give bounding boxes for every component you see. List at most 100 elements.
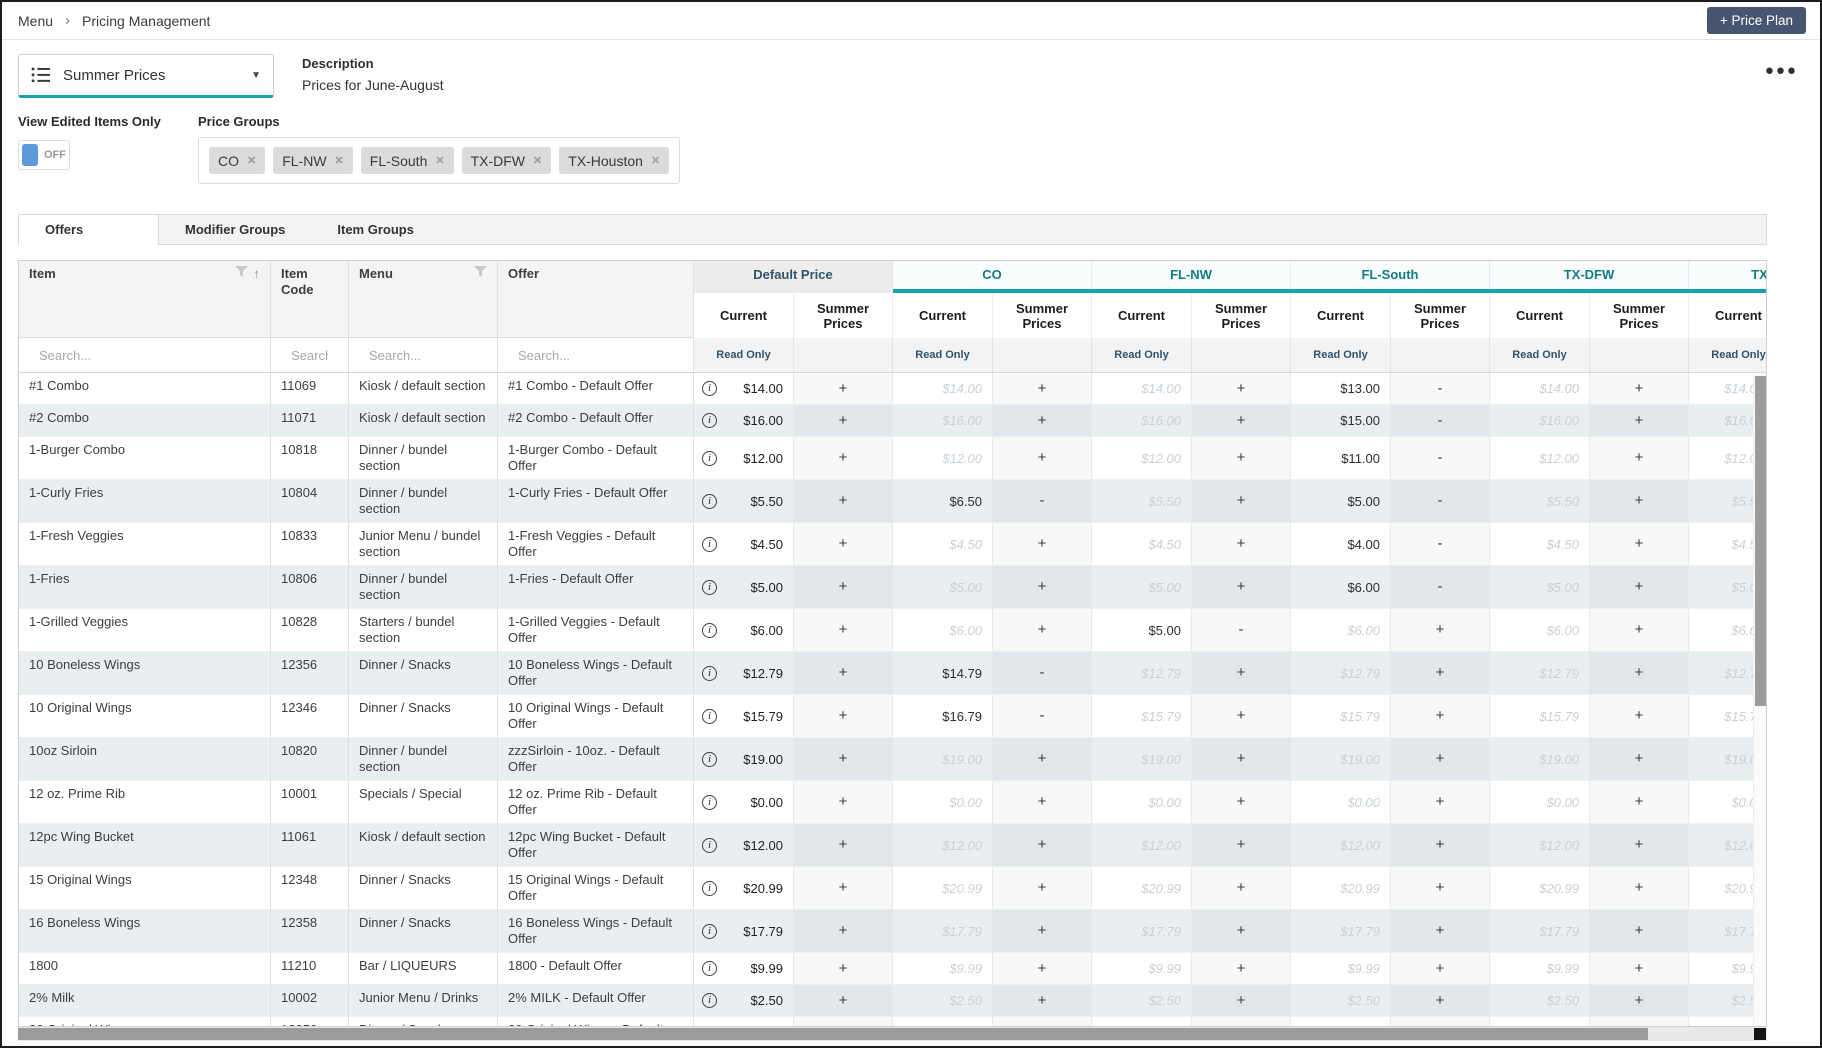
vertical-scrollbar-thumb[interactable] bbox=[1755, 376, 1766, 706]
offer-search-input[interactable] bbox=[508, 348, 683, 363]
add-summer-price-button[interactable]: + bbox=[1237, 580, 1246, 594]
add-summer-price-button[interactable]: + bbox=[1237, 752, 1246, 766]
remove-chip-icon[interactable]: ✕ bbox=[247, 154, 256, 167]
add-summer-price-button[interactable]: + bbox=[839, 752, 848, 766]
add-summer-price-button[interactable]: + bbox=[1038, 414, 1047, 428]
add-summer-price-button[interactable]: + bbox=[1237, 994, 1246, 1008]
info-icon[interactable]: i bbox=[702, 451, 717, 466]
add-summer-price-button[interactable]: + bbox=[839, 962, 848, 976]
add-summer-price-button[interactable]: + bbox=[839, 382, 848, 396]
info-icon[interactable]: i bbox=[702, 381, 717, 396]
add-summer-price-button[interactable]: + bbox=[1038, 881, 1047, 895]
add-summer-price-button[interactable]: + bbox=[1038, 795, 1047, 809]
info-icon[interactable]: i bbox=[702, 961, 717, 976]
add-summer-price-button[interactable]: + bbox=[1635, 580, 1644, 594]
add-summer-price-button[interactable]: + bbox=[839, 795, 848, 809]
info-icon[interactable]: i bbox=[702, 924, 717, 939]
item-code-search-input[interactable] bbox=[281, 348, 338, 363]
remove-summer-price-button[interactable]: - bbox=[1438, 537, 1443, 551]
add-summer-price-button[interactable]: + bbox=[1038, 382, 1047, 396]
menu-column-header[interactable]: Menu bbox=[349, 261, 498, 338]
breadcrumb-menu[interactable]: Menu bbox=[18, 13, 53, 29]
add-summer-price-button[interactable]: + bbox=[839, 924, 848, 938]
price-groups-field[interactable]: CO✕FL-NW✕FL-South✕TX-DFW✕TX-Houston✕ bbox=[198, 137, 680, 184]
tab-modifier-groups[interactable]: Modifier Groups bbox=[159, 215, 311, 244]
remove-summer-price-button[interactable]: - bbox=[1040, 709, 1045, 723]
remove-summer-price-button[interactable]: - bbox=[1239, 623, 1244, 637]
item-search-input[interactable] bbox=[29, 348, 260, 363]
add-price-plan-button[interactable]: + Price Plan bbox=[1707, 7, 1806, 34]
vertical-scrollbar[interactable] bbox=[1753, 374, 1766, 1027]
add-summer-price-button[interactable]: + bbox=[839, 709, 848, 723]
info-icon[interactable]: i bbox=[702, 413, 717, 428]
info-icon[interactable]: i bbox=[702, 623, 717, 638]
add-summer-price-button[interactable]: + bbox=[1237, 666, 1246, 680]
add-summer-price-button[interactable]: + bbox=[1436, 838, 1445, 852]
offer-column-header[interactable]: Offer bbox=[498, 261, 694, 338]
info-icon[interactable]: i bbox=[702, 752, 717, 767]
add-summer-price-button[interactable]: + bbox=[1635, 838, 1644, 852]
add-summer-price-button[interactable]: + bbox=[1237, 795, 1246, 809]
add-summer-price-button[interactable]: + bbox=[1237, 924, 1246, 938]
add-summer-price-button[interactable]: + bbox=[1635, 752, 1644, 766]
info-icon[interactable]: i bbox=[702, 666, 717, 681]
add-summer-price-button[interactable]: + bbox=[1038, 752, 1047, 766]
filter-icon[interactable] bbox=[474, 266, 487, 278]
item-code-column-header[interactable]: Item Code bbox=[271, 261, 349, 338]
add-summer-price-button[interactable]: + bbox=[1635, 795, 1644, 809]
add-summer-price-button[interactable]: + bbox=[1635, 666, 1644, 680]
add-summer-price-button[interactable]: + bbox=[839, 494, 848, 508]
remove-chip-icon[interactable]: ✕ bbox=[533, 154, 542, 167]
add-summer-price-button[interactable]: + bbox=[1038, 537, 1047, 551]
add-summer-price-button[interactable]: + bbox=[1038, 962, 1047, 976]
add-summer-price-button[interactable]: + bbox=[1436, 994, 1445, 1008]
info-icon[interactable]: i bbox=[702, 795, 717, 810]
add-summer-price-button[interactable]: + bbox=[1436, 795, 1445, 809]
info-icon[interactable]: i bbox=[702, 838, 717, 853]
add-summer-price-button[interactable]: + bbox=[839, 580, 848, 594]
add-summer-price-button[interactable]: + bbox=[1237, 962, 1246, 976]
add-summer-price-button[interactable]: + bbox=[1436, 962, 1445, 976]
remove-summer-price-button[interactable]: - bbox=[1438, 451, 1443, 465]
sort-ascending-icon[interactable]: ↑ bbox=[254, 266, 261, 282]
add-summer-price-button[interactable]: + bbox=[1635, 537, 1644, 551]
add-summer-price-button[interactable]: + bbox=[839, 414, 848, 428]
add-summer-price-button[interactable]: + bbox=[1635, 382, 1644, 396]
horizontal-scrollbar[interactable] bbox=[18, 1027, 1767, 1041]
add-summer-price-button[interactable]: + bbox=[1237, 451, 1246, 465]
add-summer-price-button[interactable]: + bbox=[1436, 752, 1445, 766]
add-summer-price-button[interactable]: + bbox=[1237, 838, 1246, 852]
item-column-header[interactable]: Item ↑ bbox=[19, 261, 271, 338]
add-summer-price-button[interactable]: + bbox=[1038, 451, 1047, 465]
add-summer-price-button[interactable]: + bbox=[839, 537, 848, 551]
remove-chip-icon[interactable]: ✕ bbox=[435, 154, 444, 167]
add-summer-price-button[interactable]: + bbox=[1436, 623, 1445, 637]
add-summer-price-button[interactable]: + bbox=[1635, 623, 1644, 637]
info-icon[interactable]: i bbox=[702, 881, 717, 896]
add-summer-price-button[interactable]: + bbox=[1038, 623, 1047, 637]
filter-icon[interactable] bbox=[235, 266, 248, 278]
add-summer-price-button[interactable]: + bbox=[1436, 924, 1445, 938]
menu-search-input[interactable] bbox=[359, 348, 487, 363]
info-icon[interactable]: i bbox=[702, 709, 717, 724]
add-summer-price-button[interactable]: + bbox=[1038, 580, 1047, 594]
add-summer-price-button[interactable]: + bbox=[1237, 414, 1246, 428]
price-plan-selector[interactable]: Summer Prices ▼ bbox=[18, 54, 274, 98]
add-summer-price-button[interactable]: + bbox=[1237, 881, 1246, 895]
remove-summer-price-button[interactable]: - bbox=[1438, 382, 1443, 396]
add-summer-price-button[interactable]: + bbox=[1436, 666, 1445, 680]
add-summer-price-button[interactable]: + bbox=[1237, 709, 1246, 723]
info-icon[interactable]: i bbox=[702, 537, 717, 552]
add-summer-price-button[interactable]: + bbox=[1635, 414, 1644, 428]
add-summer-price-button[interactable]: + bbox=[1635, 709, 1644, 723]
add-summer-price-button[interactable]: + bbox=[1237, 494, 1246, 508]
add-summer-price-button[interactable]: + bbox=[1635, 994, 1644, 1008]
add-summer-price-button[interactable]: + bbox=[1038, 838, 1047, 852]
add-summer-price-button[interactable]: + bbox=[1635, 494, 1644, 508]
info-icon[interactable]: i bbox=[702, 580, 717, 595]
view-edited-toggle[interactable]: OFF bbox=[18, 140, 70, 170]
add-summer-price-button[interactable]: + bbox=[1436, 881, 1445, 895]
remove-summer-price-button[interactable]: - bbox=[1040, 494, 1045, 508]
add-summer-price-button[interactable]: + bbox=[839, 623, 848, 637]
tab-offers[interactable]: Offers bbox=[19, 215, 159, 244]
